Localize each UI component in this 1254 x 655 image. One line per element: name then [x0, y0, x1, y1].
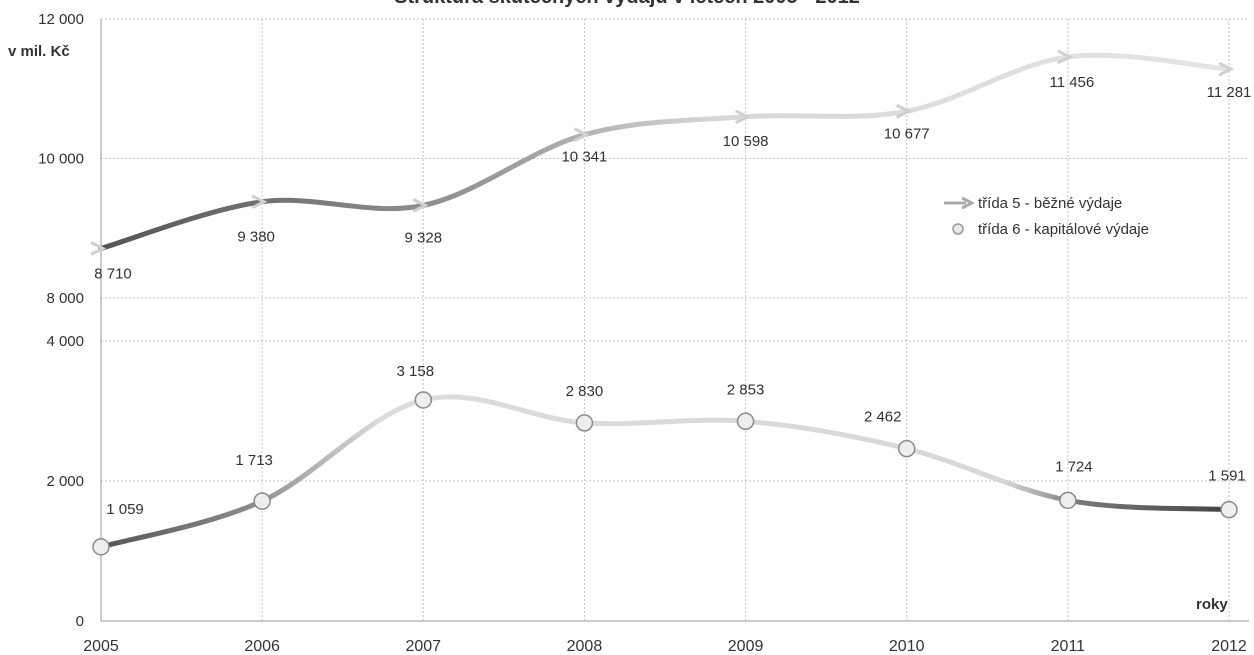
- series-2-point: [1220, 500, 1238, 519]
- series-2-data-label: 2 830: [566, 383, 604, 400]
- y-tick-label: 10 000: [38, 151, 84, 168]
- series-2-data-label: 2 853: [727, 381, 765, 398]
- series-1-data-label: 8 710: [94, 265, 132, 282]
- x-axis-label: roky: [1196, 596, 1228, 613]
- x-tick-label: 2010: [889, 638, 925, 655]
- x-tick-label: 2007: [405, 638, 441, 655]
- legend-label-series-2: třída 6 - kapitálové výdaje: [978, 220, 1149, 238]
- series-2-point: [253, 492, 271, 510]
- series-1-point: [90, 241, 107, 256]
- series-1-point: [573, 127, 590, 143]
- series-1-point: [896, 103, 913, 119]
- series-2-data-label: 1 724: [1055, 458, 1093, 475]
- series-2-data-label: 3 158: [397, 363, 435, 380]
- series-1-data-label: 9 380: [237, 229, 275, 246]
- y-tick-label: 2 000: [46, 473, 84, 490]
- x-tick-label: 2011: [1051, 638, 1086, 655]
- x-tick-label: 2005: [83, 638, 119, 655]
- series-1-data-label: 9 328: [405, 229, 443, 246]
- series-1-point: [251, 194, 268, 210]
- series-2-line: [98, 394, 1232, 550]
- series-1-line: [98, 52, 1232, 251]
- arrow-marker-icon: [942, 196, 976, 210]
- series-2-data-label: 1 713: [235, 452, 273, 469]
- series-2-data-label: 1 591: [1208, 468, 1246, 485]
- series-1-point: [1218, 61, 1235, 77]
- series-1-data-label: 10 341: [561, 149, 607, 166]
- x-tick-label: 2008: [567, 638, 603, 655]
- series-1-data-label: 10 598: [723, 133, 769, 150]
- y-tick-label: 0: [76, 613, 84, 630]
- series-1-point: [412, 198, 429, 213]
- series-1-data-label: 11 281: [1207, 84, 1252, 101]
- series-2-point: [736, 412, 755, 431]
- x-tick-label: 2009: [728, 638, 764, 655]
- y-tick-label: 4 000: [46, 333, 84, 350]
- y-tick-label: 8 000: [46, 290, 84, 307]
- legend-item-series-2: třída 6 - kapitálové výdaje: [942, 216, 1149, 242]
- series-2-data-label: 2 462: [864, 409, 902, 426]
- x-tick-label: 2006: [244, 638, 280, 655]
- series-1-data-label: 11 456: [1049, 74, 1094, 91]
- y-tick-label: 12 000: [38, 11, 84, 28]
- chart-title: Struktura skutečných výdajů v letech 200…: [0, 0, 1254, 9]
- series-2-point: [575, 414, 594, 432]
- series-1-point: [734, 109, 751, 125]
- series-2-point: [92, 538, 110, 556]
- series-2-point: [414, 391, 433, 409]
- series-2-point: [897, 439, 916, 458]
- legend: třída 5 - běžné výdaje třída 6 - kapitál…: [942, 190, 1149, 242]
- legend-item-series-1: třída 5 - běžné výdaje: [942, 190, 1149, 216]
- series-2-data-label: 1 059: [106, 501, 144, 518]
- x-tick-label: 2012: [1211, 638, 1247, 655]
- series-2-point: [1059, 491, 1077, 510]
- circle-marker-icon: [942, 222, 974, 236]
- series-1-data-label: 10 677: [884, 125, 930, 142]
- legend-label-series-1: třída 5 - běžné výdaje: [978, 194, 1123, 212]
- y-axis-unit-label: v mil. Kč: [8, 43, 70, 60]
- series-1-point: [1057, 49, 1074, 65]
